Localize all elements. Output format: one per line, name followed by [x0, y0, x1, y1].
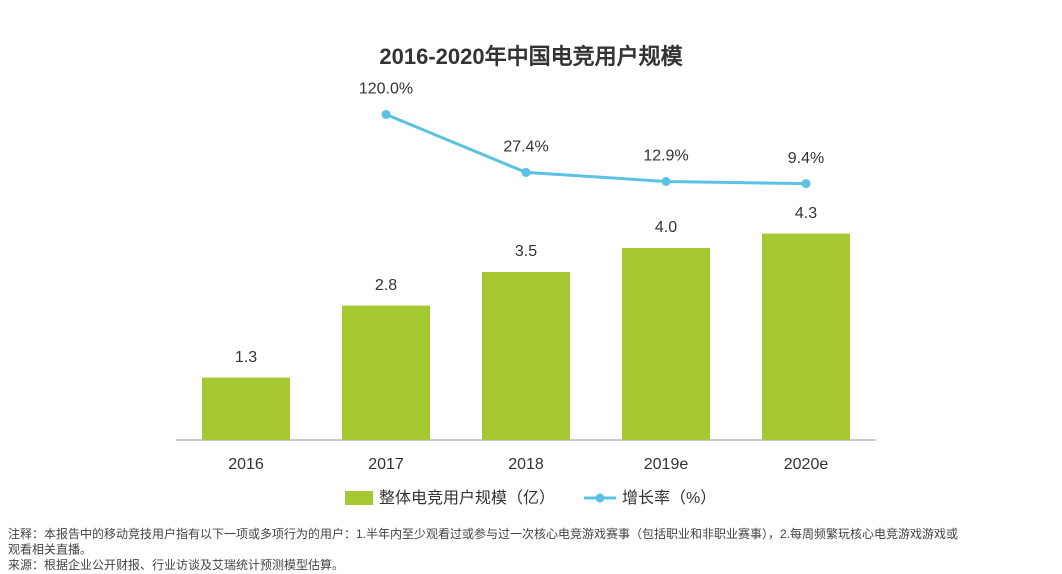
- data-label: 2.8: [375, 277, 397, 294]
- line-point: [521, 167, 531, 177]
- data-label: 4.0: [655, 219, 677, 236]
- line: [385, 113, 807, 186]
- line-point: [801, 179, 811, 189]
- data-label: 12.9%: [643, 148, 688, 165]
- legend-label: 增长率（%）: [622, 489, 716, 507]
- chart-title: 2016-2020年中国电竞用户规模: [379, 44, 683, 69]
- legend-swatch: [595, 493, 605, 503]
- data-label: 1.3: [235, 349, 257, 366]
- data-label: 120.0%: [359, 81, 413, 98]
- line-point: [381, 109, 391, 119]
- data-label: 9.4%: [788, 150, 824, 167]
- x-tick-label: 2018: [508, 456, 544, 473]
- legend-label: 整体电竞用户规模（亿）: [379, 489, 555, 507]
- bar: [762, 233, 850, 440]
- x-tick-label: 2019e: [644, 456, 689, 473]
- data-label: 27.4%: [503, 139, 548, 156]
- data-label: 3.5: [515, 243, 537, 260]
- x-tick-label: 2016: [228, 456, 264, 473]
- data-label: 4.3: [795, 205, 817, 222]
- x-tick-label: 2017: [368, 456, 404, 473]
- footnote: 观看相关直播。: [8, 543, 92, 557]
- bar: [482, 272, 570, 440]
- legend-swatch: [345, 491, 373, 505]
- footnote: 注释：本报告中的移动竞技用户指有以下一项或多项行为的用户：1.半年内至少观看过或…: [8, 526, 958, 541]
- x-tick-label: 2020e: [784, 456, 829, 473]
- bar: [202, 377, 290, 440]
- line-point: [661, 176, 671, 186]
- bar: [622, 248, 710, 440]
- footnote: 来源：根据企业公开财报、行业访谈及艾瑞统计预测模型估算。: [8, 557, 344, 572]
- bar: [342, 305, 430, 440]
